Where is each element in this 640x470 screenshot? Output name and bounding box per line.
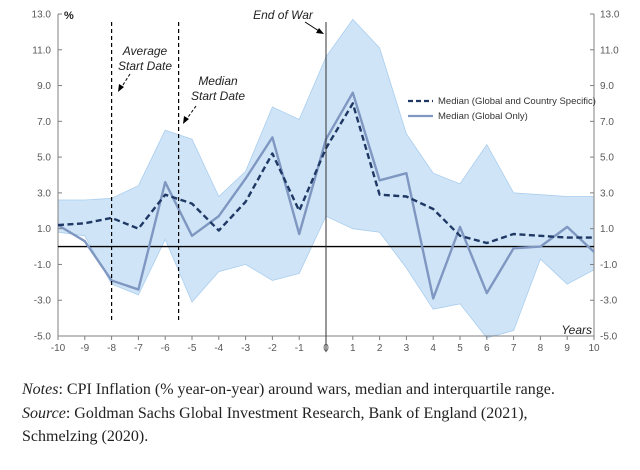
annotation-median-l2: Start Date (191, 89, 245, 103)
x-tick-label: 8 (538, 343, 544, 354)
annotation-end-of-war-arrowhead (316, 28, 324, 34)
notes-line: Notes: CPI Inflation (% year-on-year) ar… (22, 378, 632, 402)
x-axis-title: Years (561, 323, 592, 337)
y-tick-label-right: 13.0 (600, 10, 620, 21)
source-text-2: Schmelzing (2020). (22, 428, 149, 445)
y-tick-label-right: 1.0 (600, 224, 614, 235)
y-tick-label-right: -3.0 (600, 296, 618, 307)
x-tick-label: 9 (564, 343, 570, 354)
annotation-end-of-war: End of War (253, 8, 314, 22)
y-tick-label-right: 9.0 (600, 81, 614, 92)
annotation-median-arrow (185, 105, 197, 121)
annotation-average-arrowhead (118, 84, 124, 92)
y-unit-label: % (64, 10, 74, 22)
x-tick-label: -2 (268, 343, 277, 354)
notes-text: : CPI Inflation (% year-on-year) around … (58, 381, 555, 398)
y-tick-label-left: 7.0 (37, 117, 51, 128)
legend-label-global-only: Median (Global Only) (438, 111, 528, 122)
annotation-median-arrowhead (183, 116, 189, 124)
y-tick-label-left: 11.0 (32, 45, 51, 56)
source-line-2: Schmelzing (2020). (22, 425, 632, 449)
x-tick-label: -5 (188, 343, 197, 354)
legend-label-global-country: Median (Global and Country Specific) (438, 96, 596, 107)
y-tick-label-right: -1.0 (600, 260, 618, 271)
y-tick-label-left: -3.0 (34, 296, 52, 307)
y-tick-label-left: 1.0 (37, 224, 51, 235)
y-tick-label-right: -5.0 (600, 332, 618, 343)
y-tick-label-left: 9.0 (37, 81, 51, 92)
y-tick-label-right: 7.0 (600, 117, 614, 128)
x-tick-label: 10 (588, 343, 600, 354)
x-tick-label: -4 (214, 343, 223, 354)
y-tick-label-left: -1.0 (34, 260, 52, 271)
annotation-average-l1: Average (122, 44, 168, 58)
annotation-average-l2: Start Date (118, 59, 172, 73)
tick-labels-layer: 13.0 13.011.0 11.09.0 9.07.0 7.05.0 5.03.0 3.0… (32, 10, 620, 355)
y-tick-label-right: 11.0 (600, 45, 619, 56)
y-tick-label-right: 3.0 (600, 188, 614, 199)
x-tick-label: -3 (241, 343, 250, 354)
notes-label: Notes (22, 381, 59, 398)
y-tick-label-left: 5.0 (37, 153, 51, 164)
x-tick-label: -6 (161, 343, 170, 354)
y-tick-label-left: -5.0 (34, 332, 52, 343)
x-tick-label: -10 (51, 343, 66, 354)
y-tick-label-left: 3.0 (37, 188, 51, 199)
x-tick-label: -1 (295, 343, 304, 354)
x-tick-label: 5 (457, 343, 463, 354)
annotation-end-of-war-arrow (304, 21, 320, 32)
x-tick-label: 2 (377, 343, 383, 354)
x-tick-label: -8 (107, 343, 116, 354)
source-label: Source (22, 404, 66, 422)
inflation-chart: 13.0 13.011.0 11.09.0 9.07.0 7.05.0 5.03.0 3.0… (32, 8, 620, 355)
source-text: : Goldman Sachs Global Investment Resear… (65, 404, 528, 422)
annotation-median-l1: Median (198, 74, 238, 88)
x-tick-label: -7 (134, 343, 143, 354)
legend: Median (Global and Country Specific) Med… (408, 96, 596, 122)
x-tick-label: 3 (404, 343, 410, 354)
x-tick-label: 1 (350, 343, 356, 354)
x-tick-label: 7 (511, 343, 517, 354)
y-tick-label-left: 13.0 (32, 10, 52, 21)
annotation-average-arrow (120, 73, 131, 89)
y-tick-label-right: 5.0 (600, 153, 614, 164)
source-line: Source: Goldman Sachs Global Investment … (22, 402, 632, 426)
x-tick-label: 6 (484, 343, 490, 354)
chart-notes: Notes: CPI Inflation (% year-on-year) ar… (22, 378, 632, 449)
x-tick-label: 4 (430, 343, 436, 354)
x-tick-label: -9 (80, 343, 89, 354)
